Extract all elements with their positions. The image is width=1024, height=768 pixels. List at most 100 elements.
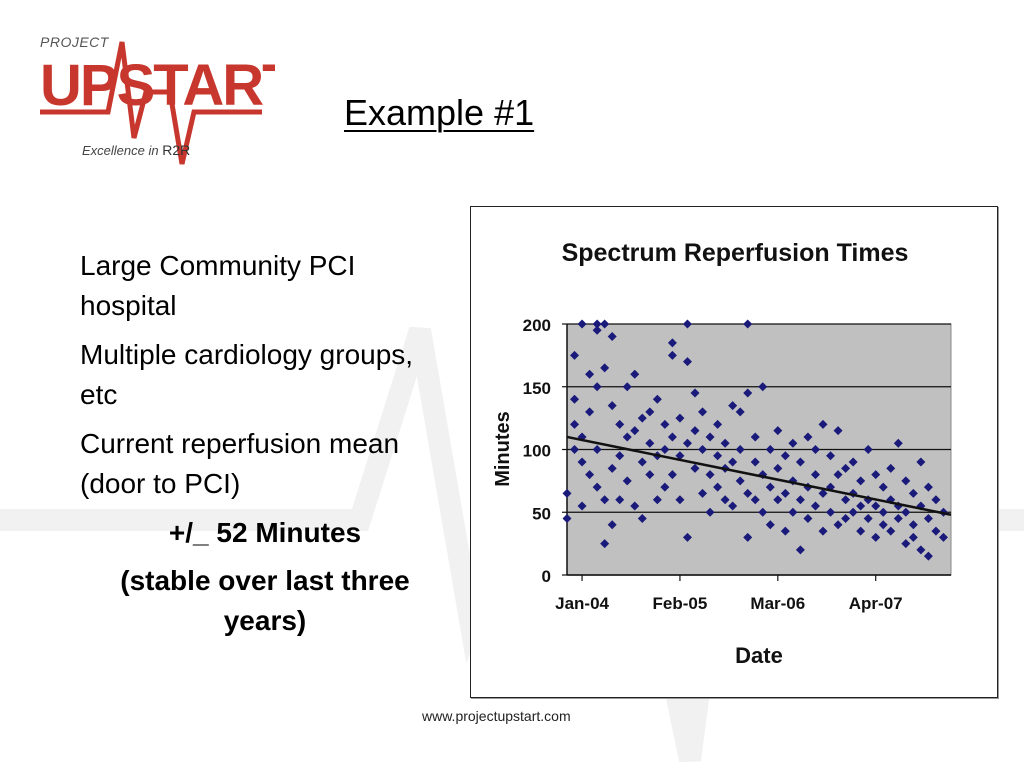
- data-point: [923, 514, 933, 524]
- data-point: [856, 501, 866, 511]
- data-point: [780, 526, 790, 536]
- data-point: [803, 432, 813, 442]
- data-point: [667, 432, 677, 442]
- logo-tagline: Excellence in R2R: [82, 142, 190, 158]
- data-point: [667, 338, 677, 348]
- data-point: [728, 401, 738, 411]
- data-point: [675, 495, 685, 505]
- data-point: [713, 482, 723, 492]
- data-point: [637, 413, 647, 423]
- data-point: [826, 507, 836, 517]
- data-point: [698, 445, 708, 454]
- data-point: [856, 476, 866, 486]
- data-point: [577, 501, 587, 511]
- highlight-minutes: +/_ 52 Minutes: [168, 517, 362, 548]
- data-point: [630, 501, 640, 511]
- data-point: [728, 501, 738, 511]
- data-point: [931, 495, 941, 505]
- data-point: [863, 445, 873, 454]
- scatter-chart: Spectrum Reperfusion Times Minutes Date …: [492, 239, 952, 668]
- project-upstart-logo: UPSTART PROJECT Excellence in R2R: [30, 28, 275, 173]
- data-point: [750, 432, 760, 442]
- data-point: [871, 532, 881, 542]
- data-point: [630, 369, 640, 379]
- data-point: [788, 507, 798, 517]
- data-point: [743, 488, 753, 498]
- data-point: [841, 514, 851, 524]
- data-point: [735, 407, 745, 417]
- data-point: [886, 463, 896, 473]
- data-point: [810, 501, 820, 511]
- data-point: [615, 451, 625, 461]
- data-point: [780, 488, 790, 498]
- data-point: [705, 470, 715, 480]
- data-point: [743, 532, 753, 542]
- bullet-item: Large Community PCI hospital: [80, 250, 356, 321]
- data-point: [667, 350, 677, 360]
- data-point: [682, 438, 692, 448]
- data-point: [886, 526, 896, 536]
- data-point: [675, 413, 685, 423]
- data-point: [818, 488, 828, 498]
- data-point: [698, 407, 708, 417]
- data-point: [848, 507, 858, 517]
- data-point: [652, 495, 662, 505]
- data-point: [735, 476, 745, 486]
- data-point: [570, 419, 580, 429]
- data-point: [607, 520, 617, 530]
- data-point: [637, 514, 647, 524]
- bullet-item: Multiple cardiology groups, etc: [80, 339, 414, 410]
- data-point: [690, 463, 700, 473]
- data-point: [916, 457, 926, 467]
- chart-frame: Spectrum Reperfusion Times Minutes Date …: [470, 206, 998, 698]
- data-point: [803, 514, 813, 524]
- data-point: [592, 382, 602, 392]
- data-point: [660, 482, 670, 492]
- data-point: [607, 401, 617, 411]
- data-point: [901, 539, 911, 549]
- data-point: [705, 507, 715, 517]
- data-point: [562, 514, 572, 524]
- data-point: [916, 545, 926, 555]
- data-point: [592, 445, 602, 454]
- data-point: [938, 532, 948, 542]
- data-point: [893, 438, 903, 448]
- data-point: [660, 445, 670, 454]
- data-point: [615, 419, 625, 429]
- data-point: [600, 539, 610, 549]
- data-point: [773, 463, 783, 473]
- data-point: [848, 457, 858, 467]
- data-point: [585, 470, 595, 480]
- data-point: [750, 457, 760, 467]
- data-point: [735, 445, 745, 454]
- data-point: [750, 495, 760, 505]
- data-point: [622, 476, 632, 486]
- data-point: [577, 457, 587, 467]
- data-point: [577, 319, 587, 329]
- data-point: [630, 426, 640, 436]
- data-point: [682, 532, 692, 542]
- y-tick-label: 50: [532, 504, 551, 523]
- data-point: [682, 357, 692, 367]
- data-point: [826, 451, 836, 461]
- data-point: [652, 394, 662, 404]
- data-point: [833, 426, 843, 436]
- data-point: [660, 419, 670, 429]
- data-point: [841, 463, 851, 473]
- data-point: [788, 438, 798, 448]
- data-point: [600, 495, 610, 505]
- logo-tagline-prefix: Excellence in: [82, 143, 163, 158]
- data-point: [810, 470, 820, 480]
- data-point: [923, 551, 933, 561]
- data-point: [908, 532, 918, 542]
- y-tick-label: 150: [523, 379, 551, 398]
- data-point: [871, 501, 881, 511]
- logo-brand: UPSTART: [40, 53, 275, 118]
- data-point: [607, 332, 617, 342]
- x-tick-label: Mar-06: [750, 594, 805, 613]
- data-point: [637, 457, 647, 467]
- data-point: [645, 438, 655, 448]
- data-point: [908, 520, 918, 530]
- data-point: [908, 488, 918, 498]
- data-point: [570, 445, 580, 454]
